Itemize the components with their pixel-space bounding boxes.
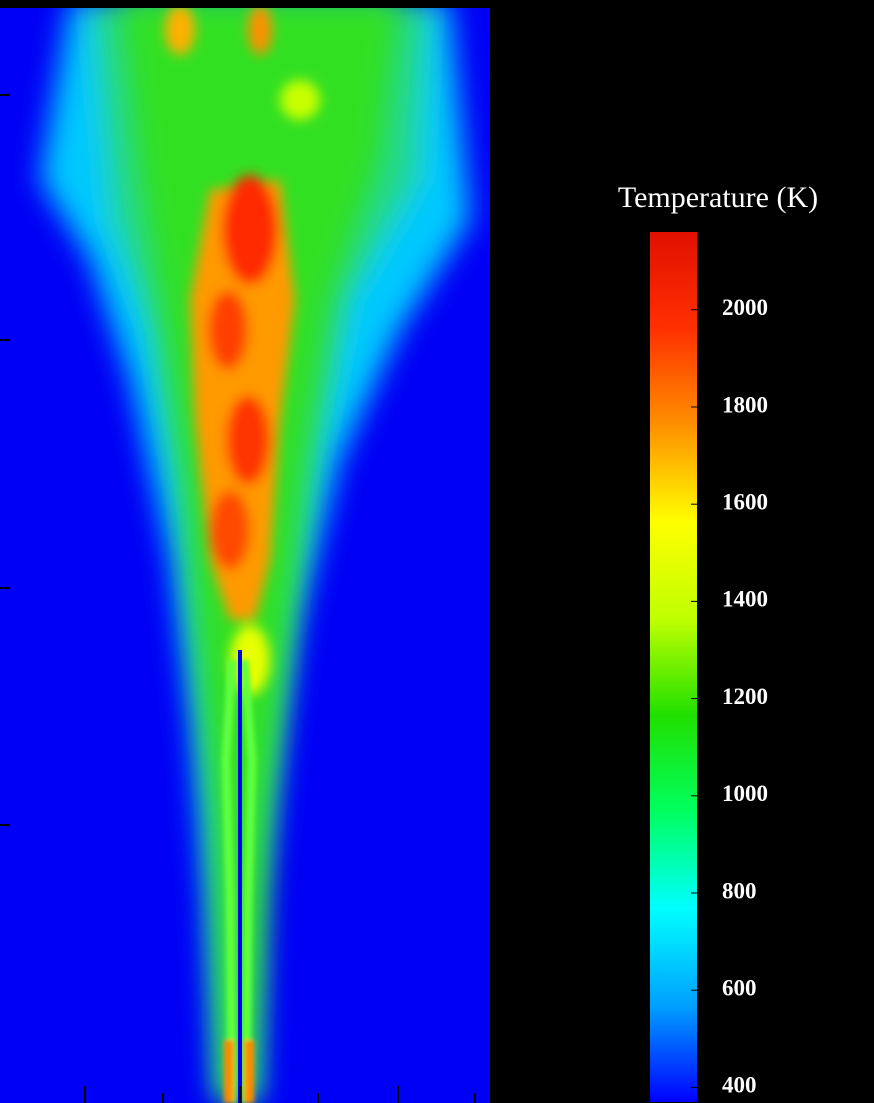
fuel-jets — [221, 659, 257, 1103]
colorbar-tick-label: 2000 — [722, 295, 768, 320]
plume-core — [165, 8, 320, 695]
frame-ticks — [0, 94, 476, 1103]
jet-gap — [238, 650, 242, 1103]
colorbar-tick-label: 1200 — [722, 684, 768, 709]
colorbar-tick-label: 600 — [722, 975, 757, 1000]
temperature-field — [0, 8, 490, 1103]
colorbar-tick-label: 800 — [722, 878, 757, 903]
colorbar-tick-label: 1000 — [722, 781, 768, 806]
colorbar-tick-label: 1800 — [722, 392, 768, 417]
colorbar-tick-label: 400 — [722, 1073, 757, 1098]
colorbar-tick-label: 1600 — [722, 489, 768, 514]
colorbar — [650, 232, 697, 1102]
colorbar-title: Temperature (K) — [618, 181, 818, 214]
colorbar-tick-label: 1400 — [722, 587, 768, 612]
